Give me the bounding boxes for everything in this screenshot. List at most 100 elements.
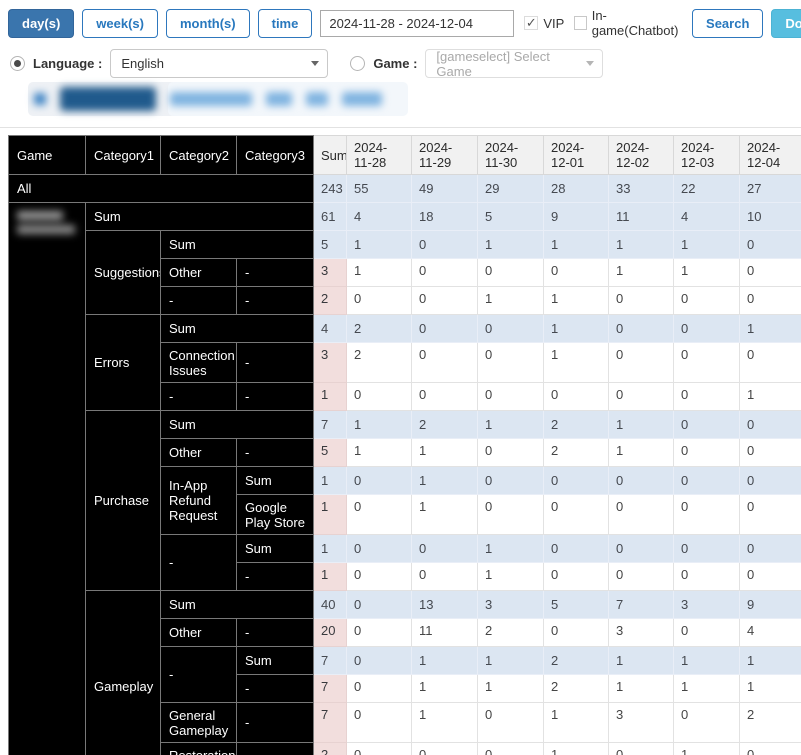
download-button[interactable]: Download (771, 8, 801, 38)
value-cell: 1 (411, 702, 478, 743)
game-select[interactable]: [gameselect] Select Game (425, 48, 604, 79)
chevron-down-icon (311, 61, 320, 66)
redacted-text (17, 211, 77, 234)
value-cell: 0 (543, 562, 609, 591)
value-cell: 1 (477, 534, 544, 563)
value-cell: 0 (739, 742, 801, 755)
category-cell: Errors (85, 314, 161, 411)
value-cell: 0 (673, 702, 740, 743)
toolbar-period: day(s) week(s) month(s) time ✓ VIP In-ga… (0, 0, 801, 38)
sum-cell: 2 (313, 742, 347, 755)
category-cell: Sum (236, 646, 314, 675)
value-cell: 0 (739, 438, 801, 467)
value-cell: 0 (346, 466, 412, 495)
table-row: Errors Sum 4 2 0 0 1 0 0 1 (9, 314, 801, 411)
category-cell: In-App Refund Request (160, 466, 237, 535)
period-button-weeks[interactable]: week(s) (82, 8, 158, 38)
value-cell: 1 (477, 230, 544, 259)
value-cell: 0 (411, 258, 478, 287)
language-radio[interactable] (10, 56, 25, 71)
category-cell: Google Play Store (236, 494, 314, 535)
ingame-checkbox[interactable] (574, 16, 587, 30)
value-cell: 0 (346, 534, 412, 563)
value-cell: 1 (346, 230, 412, 259)
value-cell: 1 (673, 258, 740, 287)
value-cell: 0 (608, 466, 674, 495)
value-cell: 3 (608, 702, 674, 743)
value-cell: 1 (346, 258, 412, 287)
column-header: 2024-12-03 (673, 135, 740, 175)
value-cell: 0 (411, 562, 478, 591)
value-cell: 0 (411, 534, 478, 563)
redacted-link[interactable] (306, 92, 328, 106)
language-select[interactable]: English (110, 49, 329, 78)
value-cell: 11 (608, 202, 674, 231)
table-row: Purchase Sum 7 1 2 1 2 1 0 0 (9, 410, 801, 591)
value-cell: 0 (739, 286, 801, 315)
category-cell: - (160, 646, 237, 703)
period-button-days[interactable]: day(s) (8, 8, 75, 38)
table-row: Gameplay Sum 40 0 13 3 5 7 3 9 (9, 590, 801, 755)
table-row: Suggestions Sum 5 1 0 1 1 1 1 0 (9, 230, 801, 315)
sum-cell: 2 (313, 286, 347, 315)
value-cell: 1 (608, 674, 674, 703)
period-button-months[interactable]: month(s) (166, 8, 250, 38)
category-cell: Sum (236, 466, 314, 495)
value-cell: 0 (477, 438, 544, 467)
game-radio[interactable] (350, 56, 366, 71)
sum-cell: 20 (313, 618, 347, 647)
value-cell: 0 (477, 494, 544, 535)
value-cell: 0 (608, 534, 674, 563)
filter-row: Language : English Game : [gameselect] S… (0, 38, 801, 79)
column-header: 2024-12-01 (543, 135, 609, 175)
value-cell: 0 (411, 342, 478, 383)
value-cell: 1 (477, 562, 544, 591)
redacted-primary-button[interactable] (60, 87, 156, 111)
sum-cell: 40 (313, 590, 347, 619)
value-cell: 0 (346, 494, 412, 535)
value-cell: 1 (608, 230, 674, 259)
language-label: Language : (33, 56, 103, 71)
value-cell: 3 (477, 590, 544, 619)
value-cell: 1 (477, 410, 544, 439)
value-cell: 10 (739, 202, 801, 231)
column-header: Category1 (85, 135, 161, 175)
value-cell: 1 (739, 674, 801, 703)
vip-checkbox[interactable]: ✓ (524, 15, 539, 30)
category-cell: Sum (160, 410, 314, 439)
value-cell: 1 (411, 674, 478, 703)
value-cell: 0 (673, 438, 740, 467)
value-cell: 0 (346, 618, 412, 647)
redacted-link[interactable] (170, 92, 252, 106)
value-cell: 0 (673, 534, 740, 563)
value-cell: 33 (608, 174, 674, 203)
value-cell: 1 (477, 286, 544, 315)
game-label: Game : (373, 56, 418, 71)
value-cell: 1 (543, 286, 609, 315)
sum-cell: 1 (313, 466, 347, 495)
value-cell: 0 (346, 562, 412, 591)
column-header: Sum (313, 135, 347, 175)
category-cell: Other (160, 618, 237, 647)
value-cell: 1 (411, 466, 478, 495)
period-button-time[interactable]: time (257, 8, 313, 38)
redacted-link[interactable] (342, 92, 382, 106)
table-row: In-App Refund Request Sum 1 0 1 0 0 0 0 0 (9, 466, 801, 535)
sum-cell: 7 (313, 410, 347, 439)
table-row: Other -3 1 0 0 0 1 1 0 (9, 258, 801, 287)
column-header: 2024-11-30 (477, 135, 544, 175)
game-selected-value: [gameselect] Select Game (436, 48, 550, 79)
redacted-link[interactable] (266, 92, 292, 106)
category-cell: - (160, 286, 237, 315)
value-cell: 0 (543, 382, 609, 411)
search-button[interactable]: Search (692, 8, 764, 38)
date-range-input[interactable] (320, 9, 515, 37)
category-cell: Other (160, 438, 237, 467)
value-cell: 1 (673, 230, 740, 259)
value-cell: 1 (411, 646, 478, 675)
value-cell: 9 (739, 590, 801, 619)
value-cell: 1 (477, 646, 544, 675)
value-cell: 1 (739, 314, 801, 343)
value-cell: 0 (673, 286, 740, 315)
